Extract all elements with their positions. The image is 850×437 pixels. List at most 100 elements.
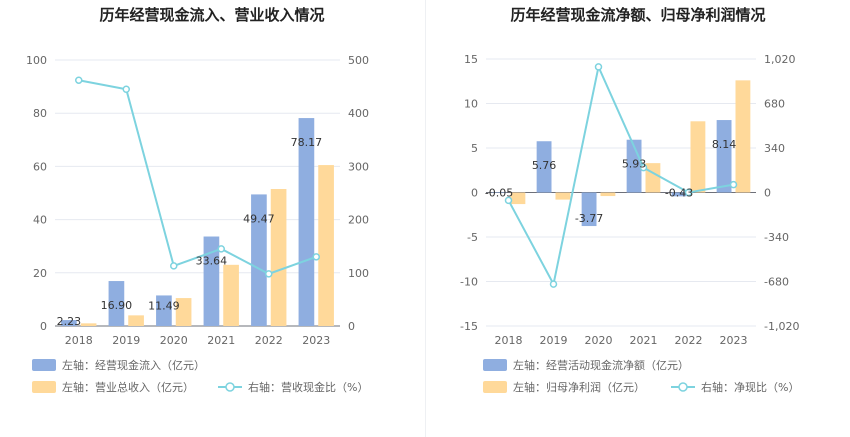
c1-x-tick: 2022 bbox=[255, 334, 283, 347]
c1-y-right-tick: 500 bbox=[348, 54, 369, 67]
c1-bar-primary-2018 bbox=[61, 320, 77, 326]
c2-legend-swatch-primary bbox=[483, 359, 507, 371]
c2-data-label-2023: 8.14 bbox=[712, 138, 737, 151]
c2-legend: 左轴：经营活动现金流净额（亿元） 左轴：归母净利润（亿元） 右轴：净现比（%） bbox=[483, 358, 799, 394]
c2-x-tick: 2023 bbox=[720, 334, 748, 347]
c2-line-point-2020 bbox=[594, 63, 603, 71]
c1-x-tick: 2021 bbox=[207, 334, 235, 347]
c2-data-label-2018: -0.05 bbox=[485, 187, 513, 200]
c2-legend-label-secondary: 左轴：归母净利润（亿元） bbox=[513, 380, 645, 394]
c2-y-left-tick: -5 bbox=[467, 231, 478, 244]
c1-y-left-tick: 100 bbox=[26, 54, 47, 67]
c1-data-label-2020: 11.49 bbox=[148, 299, 180, 312]
c1-bar-primary-2020 bbox=[156, 295, 172, 326]
c1-bar-primary-2023 bbox=[298, 118, 315, 326]
c2-bar-secondary-2020 bbox=[600, 192, 616, 197]
c2-y-left-tick: 10 bbox=[464, 98, 478, 111]
c1-bar-secondary-2021 bbox=[223, 264, 239, 326]
c1-line-point-2020 bbox=[170, 262, 178, 270]
c2-y-right-tick: 1,020 bbox=[764, 53, 796, 66]
c1-y-right-tick: 400 bbox=[348, 107, 369, 120]
c1-line-point-2018 bbox=[75, 76, 83, 84]
c1-data-label-2021: 33.64 bbox=[196, 255, 228, 268]
c2-legend-swatch-secondary bbox=[483, 381, 507, 393]
c2-x-tick: 2021 bbox=[630, 334, 658, 347]
c1-x-tick: 2018 bbox=[65, 334, 93, 347]
c2-y-left-tick: -10 bbox=[460, 276, 478, 289]
c2-data-label-2022: -0.43 bbox=[665, 187, 693, 200]
c1-bar-primary-2019 bbox=[108, 281, 125, 326]
chart-left: 历年经营现金流入、营业收入情况 0 0 20 100 40 200 60 300 80 400 100… bbox=[26, 6, 369, 394]
c1-legend-swatch-line-marker bbox=[225, 382, 235, 392]
c1-legend: 左轴：经营现金流入（亿元） 左轴：营业总收入（亿元） 右轴：营收现金比（%） bbox=[32, 358, 368, 394]
c2-bar-primary-2018 bbox=[491, 192, 507, 193]
c2-bar-secondary-2022 bbox=[690, 121, 706, 193]
c1-series-line bbox=[78, 79, 317, 275]
c1-y-left-tick: 60 bbox=[33, 160, 47, 173]
c2-y-right-tick: -680 bbox=[764, 276, 789, 289]
c1-line-point-2023 bbox=[312, 253, 320, 261]
c2-data-label-2020: -3.77 bbox=[575, 212, 603, 225]
c1-bar-secondary-2022 bbox=[270, 189, 287, 326]
c1-y-right-tick: 300 bbox=[348, 160, 369, 173]
c2-x-tick: 2020 bbox=[585, 334, 613, 347]
c1-y-right-tick: 200 bbox=[348, 214, 369, 227]
c1-legend-label-secondary: 左轴：营业总收入（亿元） bbox=[62, 380, 194, 394]
c1-bar-secondary-2023 bbox=[318, 165, 334, 326]
c2-y-right-tick: -1,020 bbox=[764, 320, 799, 333]
c2-y-right-tick: 680 bbox=[764, 98, 785, 111]
c1-line-point-2022 bbox=[265, 270, 273, 278]
c2-bar-primary-2023 bbox=[716, 120, 732, 193]
c2-legend-label-line: 右轴：净现比（%） bbox=[701, 380, 799, 394]
c1-data-label-2023: 78.17 bbox=[291, 136, 323, 149]
c2-line-point-2023 bbox=[729, 180, 738, 189]
c1-x-tick: 2023 bbox=[302, 334, 330, 347]
c1-bar-secondary-2019 bbox=[128, 315, 144, 326]
panel-divider bbox=[425, 0, 426, 437]
c1-bar-secondary-2018 bbox=[80, 323, 97, 326]
c2-y-right-tick: 340 bbox=[764, 142, 785, 155]
c2-data-label-2021: 5.93 bbox=[622, 158, 647, 171]
c2-x-tick: 2018 bbox=[495, 334, 523, 347]
c1-x-tick: 2020 bbox=[160, 334, 188, 347]
c1-x-tick: 2019 bbox=[112, 334, 140, 347]
c2-y-right-tick: -340 bbox=[764, 231, 789, 244]
c2-bar-secondary-2018 bbox=[510, 192, 526, 205]
c2-bar-secondary-2021 bbox=[645, 163, 661, 193]
c1-y-left-tick: 40 bbox=[33, 214, 47, 227]
c1-legend-swatch-primary bbox=[32, 359, 56, 371]
c1-line-point-2019 bbox=[122, 85, 130, 94]
c1-bar-primary-2021 bbox=[203, 236, 220, 326]
c2-bar-primary-2020 bbox=[581, 192, 597, 227]
c2-x-tick: 2022 bbox=[675, 334, 703, 347]
c2-y-left-tick: 15 bbox=[464, 53, 478, 66]
c1-data-label-2018: 2.23 bbox=[57, 315, 82, 328]
c2-y-left-tick: 5 bbox=[471, 142, 478, 155]
c2-series-line bbox=[507, 63, 734, 288]
c2-y-left-tick: -15 bbox=[460, 320, 478, 333]
c1-bar-primary-2022 bbox=[251, 194, 267, 326]
c2-line-point-2018 bbox=[504, 196, 513, 205]
c1-y-right-tick: 0 bbox=[348, 320, 355, 333]
chart-right: 历年经营现金流净额、归母净利润情况 -15 -1,020 -10 -680 -5 -340 0… bbox=[460, 6, 799, 394]
c2-bar-primary-2022 bbox=[671, 192, 687, 197]
c1-data-label-2022: 49.47 bbox=[243, 212, 275, 225]
c1-data-label-2019: 16.90 bbox=[101, 299, 133, 312]
c2-line-point-2022 bbox=[684, 188, 693, 197]
c1-title: 历年经营现金流入、营业收入情况 bbox=[99, 6, 324, 24]
c2-bar-secondary-2023 bbox=[735, 80, 751, 193]
c1-y-right-tick: 100 bbox=[348, 267, 369, 280]
c2-line-point-2021 bbox=[639, 163, 648, 172]
c1-legend-label-primary: 左轴：经营现金流入（亿元） bbox=[62, 358, 205, 372]
c1-legend-label-line: 右轴：营收现金比（%） bbox=[248, 380, 368, 394]
c1-line-point-2021 bbox=[217, 245, 225, 253]
c1-y-left-tick: 80 bbox=[33, 107, 47, 120]
c2-line-point-2019 bbox=[549, 280, 558, 288]
c2-x-tick: 2019 bbox=[540, 334, 568, 347]
c1-legend-swatch-secondary bbox=[32, 381, 56, 393]
c2-y-right-tick: 0 bbox=[764, 187, 771, 200]
c2-title: 历年经营现金流净额、归母净利润情况 bbox=[510, 6, 765, 24]
c1-bar-secondary-2020 bbox=[175, 298, 192, 326]
c2-y-left-tick: 0 bbox=[471, 187, 478, 200]
